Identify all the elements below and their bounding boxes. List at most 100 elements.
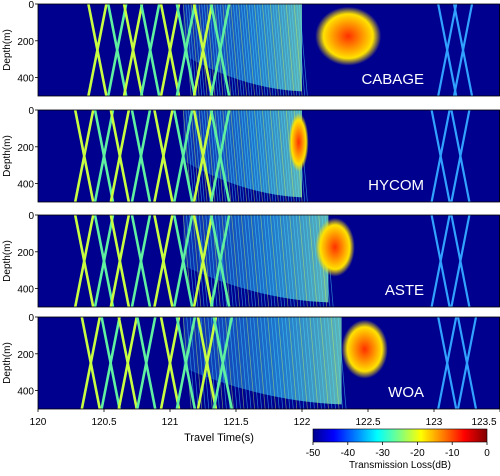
multipath-ray — [209, 110, 218, 202]
arrival-ray — [430, 215, 451, 307]
arrival-ray — [209, 110, 231, 202]
multipath-ray — [205, 215, 215, 307]
multipath-ray — [249, 317, 259, 409]
multipath-ray — [185, 110, 195, 202]
multipath-ray — [227, 110, 237, 202]
multipath-ray — [274, 317, 284, 409]
multipath-ray — [286, 215, 295, 307]
multipath-ray — [293, 4, 303, 96]
multipath-ray — [233, 110, 242, 202]
y-tick-label: 400 — [17, 387, 34, 398]
panel-cabage: CABAGE 0 200 400 Depth(m) — [2, 0, 500, 97]
multipath-ray — [254, 110, 263, 202]
arrival-ray — [122, 4, 144, 96]
y-axis-label: Depth(m) — [2, 29, 13, 71]
arrival-ray — [130, 110, 152, 202]
multipath-ray — [327, 317, 336, 409]
y-axis-label: Depth(m) — [2, 342, 13, 384]
multipath-ray — [291, 317, 301, 409]
arrival-ray — [87, 4, 108, 96]
multipath-ray — [217, 110, 226, 202]
multipath-ray — [299, 4, 308, 96]
y-tick-label: 200 — [17, 37, 34, 48]
multipath-ray — [230, 110, 240, 202]
multipath-ray — [263, 317, 273, 409]
multipath-ray — [284, 317, 294, 409]
arrival-ray — [196, 317, 218, 409]
multipath-ray — [299, 215, 308, 307]
multipath-ray — [186, 317, 196, 409]
multipath-ray — [233, 4, 242, 96]
x-tick-label: 122.5 — [355, 417, 380, 428]
arrival-ray — [456, 317, 478, 409]
arrival-ray — [172, 215, 194, 307]
multipath-ray — [235, 110, 245, 202]
multipath-ray — [240, 110, 250, 202]
multipath-ray — [267, 110, 277, 202]
multipath-ray — [302, 317, 312, 409]
arrival-ray — [109, 215, 131, 307]
arrival-ray — [100, 317, 121, 409]
y-axis-label: Depth(m) — [2, 135, 13, 177]
arrival-ray — [452, 4, 474, 96]
arrival-ray — [192, 4, 214, 96]
multipath-ray — [272, 4, 282, 96]
multipath-ray — [337, 317, 347, 409]
y-tick-label: 200 — [17, 350, 34, 361]
multipath-ray — [250, 215, 260, 307]
multipath-ray — [188, 4, 197, 96]
arrival-ray — [209, 4, 231, 96]
x-axis: 120 120.5 121 121.5 122 122.5 123 123.5 — [30, 409, 500, 428]
y-tick-label: 400 — [17, 285, 34, 296]
multipath-ray — [254, 4, 263, 96]
arrival-ray — [175, 317, 197, 409]
panel-label: WOA — [388, 384, 424, 401]
multipath-ray — [316, 317, 326, 409]
multipath-ray — [266, 215, 276, 307]
multipath-ray — [277, 317, 287, 409]
multipath-ray — [330, 317, 340, 409]
multipath-ray — [225, 317, 234, 409]
multipath-ray — [285, 4, 295, 96]
multipath-ray — [239, 317, 248, 409]
multipath-ray — [260, 317, 269, 409]
high-intensity-zone — [288, 112, 309, 172]
multipath-ray — [282, 215, 292, 307]
multipath-ray — [259, 110, 269, 202]
multipath-ray — [256, 110, 266, 202]
arrival-ray — [450, 110, 471, 202]
x-tick-label: 121.5 — [223, 417, 248, 428]
multipath-ray — [275, 4, 284, 96]
x-axis-label: Travel Time(s) — [184, 432, 254, 444]
arrival-ray — [437, 4, 458, 96]
multipath-ray — [222, 4, 232, 96]
multipath-ray — [296, 4, 306, 96]
multipath-ray — [251, 110, 261, 202]
multipath-ray — [237, 215, 247, 307]
multipath-ray — [242, 317, 252, 409]
colorbar-tick-label: -40 — [341, 448, 356, 459]
multipath-ray — [299, 317, 308, 409]
multipath-ray — [262, 110, 271, 202]
multipath-ray — [243, 4, 253, 96]
y-tick-label: 200 — [17, 143, 34, 154]
multipath-ray — [231, 215, 240, 307]
multipath-ray — [273, 215, 282, 307]
multipath-ray — [217, 4, 226, 96]
multipath-ray — [230, 4, 240, 96]
multipath-ray — [262, 4, 271, 96]
multipath-ray — [246, 4, 255, 96]
multipath-ray — [323, 317, 333, 409]
y-tick-label: 200 — [17, 248, 34, 259]
dense-arrival-region — [183, 317, 342, 405]
multipath-ray — [228, 215, 237, 307]
colorbar-label: Transmission Loss(dB) — [349, 460, 451, 471]
multipath-ray — [281, 317, 291, 409]
multipath-ray — [235, 4, 245, 96]
multipath-ray — [269, 215, 279, 307]
arrival-ray — [80, 317, 102, 409]
arrival-ray — [172, 110, 194, 202]
multipath-ray — [248, 4, 258, 96]
panel-label: CABAGE — [361, 71, 424, 88]
multipath-ray — [247, 215, 257, 307]
